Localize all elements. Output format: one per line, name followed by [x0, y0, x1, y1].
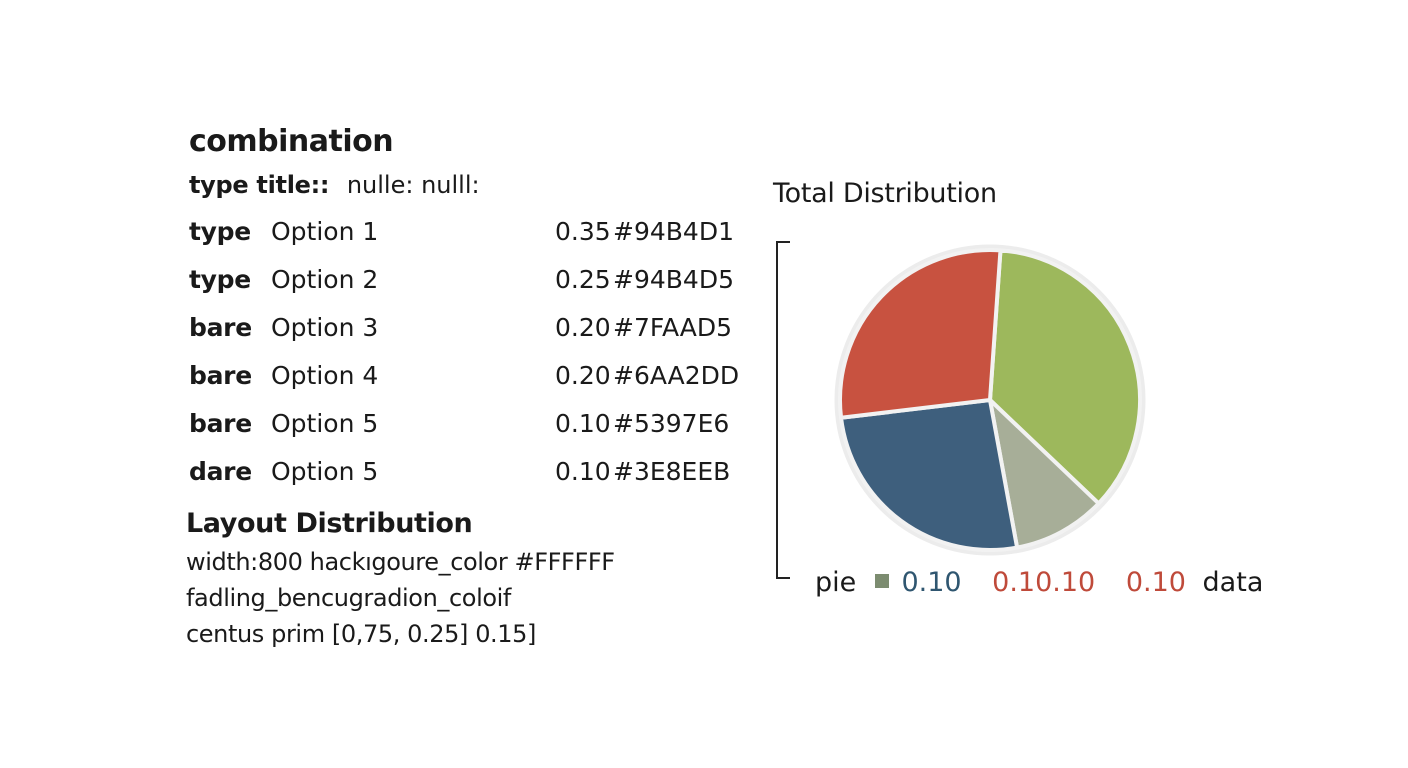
option-row: bare Option 5 0.10 #5397E6	[189, 400, 749, 448]
chart-title: Total Distribution	[773, 178, 997, 209]
pie-slice-1	[988, 248, 1142, 506]
layout-title: Layout Distribution	[186, 508, 473, 539]
legend-entry: 0.10.10	[992, 566, 1096, 598]
option-label: Option 4	[271, 361, 379, 390]
option-value: 0.10	[555, 457, 611, 486]
option-row: type Option 2 0.25 #94B4D5	[189, 256, 749, 304]
pie-chart	[834, 244, 1146, 556]
pie-slice-2	[988, 398, 1101, 550]
spec-panel: combination type title:: nulle: nulll: t…	[189, 122, 749, 496]
option-color: #7FAAD5	[613, 313, 732, 342]
type-title-line: type title:: nulle: nulll:	[189, 162, 749, 208]
option-color: #5397E6	[613, 409, 730, 438]
bracket-decoration	[776, 241, 790, 579]
option-row: type Option 1 0.35 #94B4D1	[189, 208, 749, 256]
pie-chart-area: Total Distribution pie 0.10 0.10.10 0.10…	[760, 170, 1263, 620]
type-title-value: nulle: nulll:	[346, 171, 480, 199]
chart-legend: pie 0.10 0.10.10 0.10 data	[815, 562, 1263, 602]
layout-line: fadling_bencugradion_coloif	[186, 584, 511, 612]
option-type: type	[189, 217, 251, 246]
layout-line: centus prim [0,75, 0.25] 0.15]	[186, 620, 536, 648]
legend-entry: 0.10	[901, 566, 962, 598]
option-type: type	[189, 265, 251, 294]
option-type: bare	[189, 409, 252, 438]
legend-prefix: pie	[815, 566, 857, 598]
pie-slice-3	[839, 398, 1020, 552]
option-color: #3E8EEB	[613, 457, 731, 486]
option-label: Option 2	[271, 265, 379, 294]
option-label: Option 3	[271, 313, 379, 342]
pie-outline	[834, 244, 1146, 556]
legend-swatch	[874, 573, 889, 588]
option-label: Option 1	[271, 217, 379, 246]
option-value: 0.20	[555, 313, 611, 342]
option-label: Option 5	[271, 457, 379, 486]
option-type: dare	[189, 457, 252, 486]
option-value: 0.20	[555, 361, 611, 390]
option-row: bare Option 3 0.20 #7FAAD5	[189, 304, 749, 352]
option-type: bare	[189, 361, 252, 390]
option-color: #94B4D5	[613, 265, 734, 294]
option-value: 0.25	[555, 265, 611, 294]
option-color: #6AA2DD	[613, 361, 740, 390]
option-value: 0.10	[555, 409, 611, 438]
legend-entry: 0.10	[1125, 566, 1186, 598]
layout-line: width:800 hackıgoure_color #FFFFFF	[186, 548, 615, 576]
options-list: type Option 1 0.35 #94B4D1 type Option 2…	[189, 208, 749, 496]
option-color: #94B4D1	[613, 217, 734, 246]
option-row: dare Option 5 0.10 #3E8EEB	[189, 448, 749, 496]
type-title-key: type title::	[189, 171, 330, 199]
layout-section: Layout Distribution width:800 hackıgoure…	[186, 504, 746, 652]
spec-heading: combination	[189, 124, 394, 159]
option-type: bare	[189, 313, 252, 342]
option-label: Option 5	[271, 409, 379, 438]
option-value: 0.35	[555, 217, 611, 246]
pie-slices	[838, 248, 1142, 552]
pie-slice-4	[838, 248, 1003, 420]
legend-suffix: data	[1202, 566, 1264, 598]
option-row: bare Option 4 0.20 #6AA2DD	[189, 352, 749, 400]
